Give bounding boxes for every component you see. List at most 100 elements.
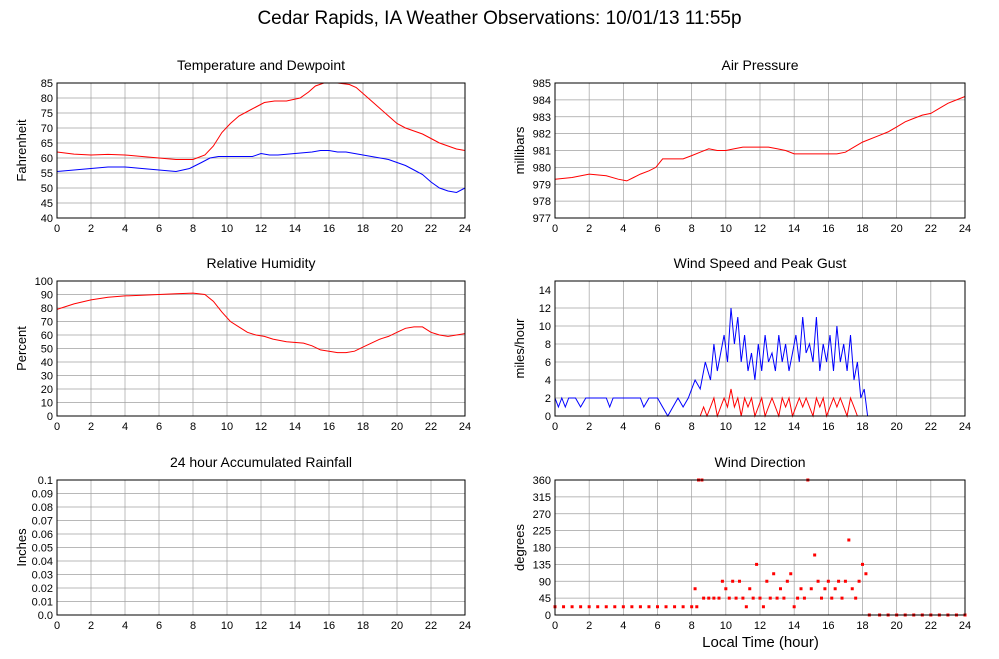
pressure-series-0-line xyxy=(554,96,966,182)
rainfall-xtick-label: 20 xyxy=(391,620,403,632)
pressure-ytick-label: 983 xyxy=(533,112,551,124)
pressure-xtick-label: 8 xyxy=(689,223,695,235)
temperature-xtick-label: 12 xyxy=(255,223,267,235)
humidity-ytick-label: 60 xyxy=(41,330,53,342)
temperature-ytick-label: 70 xyxy=(41,123,53,135)
humidity-xtick-label: 18 xyxy=(357,421,369,433)
direction-point xyxy=(768,596,772,600)
wind-xtick-label: 0 xyxy=(552,421,558,433)
wind-plot-frame xyxy=(554,280,966,417)
direction-point xyxy=(779,587,782,591)
direction-point xyxy=(761,605,765,609)
humidity-xtick-label: 8 xyxy=(190,421,196,433)
rainfall-ytick-label: 0.06 xyxy=(32,529,53,541)
pressure-ylabel: millibars xyxy=(512,126,527,174)
temperature-ytick-label: 85 xyxy=(41,78,53,90)
wind-xtick-label: 22 xyxy=(925,421,937,433)
humidity-xtick-label: 22 xyxy=(425,421,437,433)
rainfall-ytick-label: 0.05 xyxy=(32,543,53,555)
wind-ytick-label: 8 xyxy=(545,339,551,351)
humidity-xtick-label: 4 xyxy=(122,421,128,433)
direction-point xyxy=(823,587,827,591)
direction-point xyxy=(796,596,800,600)
direction-point xyxy=(630,605,634,609)
direction-ytick-label: 270 xyxy=(533,509,551,521)
temperature-xtick-label: 6 xyxy=(156,223,162,235)
humidity-xtick-label: 24 xyxy=(459,421,471,433)
wind-xtick-label: 12 xyxy=(754,421,766,433)
pressure-ytick-label: 984 xyxy=(533,95,551,107)
humidity-ytick-label: 0 xyxy=(47,411,53,423)
humidity-xtick-label: 2 xyxy=(88,421,94,433)
wind-xtick-label: 20 xyxy=(891,421,903,433)
direction-plot-frame xyxy=(554,479,966,616)
temperature-ytick-label: 65 xyxy=(41,138,53,150)
rainfall-ytick-label: 0.01 xyxy=(32,597,53,609)
temperature-ytick-label: 80 xyxy=(41,93,53,105)
direction-point xyxy=(775,596,779,600)
direction-point xyxy=(772,572,776,576)
direction-point xyxy=(712,596,716,600)
direction-ytick-label: 0 xyxy=(545,610,551,622)
direction-point xyxy=(751,596,755,600)
direction-point xyxy=(587,605,591,609)
direction-point xyxy=(809,587,813,591)
rainfall-xtick-label: 12 xyxy=(255,620,267,632)
direction-point xyxy=(693,587,697,591)
direction-point xyxy=(765,579,769,583)
pressure-ytick-label: 977 xyxy=(533,213,551,225)
direction-xtick-label: 24 xyxy=(959,620,971,632)
humidity-ytick-label: 10 xyxy=(41,398,53,410)
wind-ytick-label: 0 xyxy=(545,411,551,423)
temperature-ytick-label: 45 xyxy=(41,198,53,210)
wind-ytick-label: 4 xyxy=(545,375,551,387)
pressure-xtick-label: 10 xyxy=(720,223,732,235)
temperature-xtick-label: 10 xyxy=(221,223,233,235)
rainfall-xtick-label: 10 xyxy=(221,620,233,632)
humidity-xtick-label: 10 xyxy=(221,421,233,433)
humidity-ytick-label: 40 xyxy=(41,357,53,369)
wind-ytick-label: 12 xyxy=(539,303,551,315)
direction-point xyxy=(673,605,677,609)
direction-xtick-label: 12 xyxy=(754,620,766,632)
direction-point xyxy=(802,596,806,600)
direction-xtick-label: 6 xyxy=(654,620,660,632)
pressure-xtick-label: 0 xyxy=(552,223,558,235)
humidity-plot-frame xyxy=(56,280,466,417)
rainfall-ytick-label: 0.04 xyxy=(32,556,53,568)
pressure-xtick-label: 18 xyxy=(856,223,868,235)
pressure-xtick-label: 22 xyxy=(925,223,937,235)
wind-xtick-label: 16 xyxy=(822,421,834,433)
direction-point xyxy=(717,596,721,600)
humidity-ylabel: Percent xyxy=(14,326,29,371)
pressure-xtick-label: 2 xyxy=(586,223,592,235)
rainfall-ytick-label: 0.1 xyxy=(38,475,53,487)
wind-xtick-label: 10 xyxy=(720,421,732,433)
humidity-ytick-label: 20 xyxy=(41,384,53,396)
humidity-xtick-label: 16 xyxy=(323,421,335,433)
temperature-xtick-label: 24 xyxy=(459,223,471,235)
direction-ytick-label: 225 xyxy=(533,526,551,538)
direction-point xyxy=(816,579,820,583)
direction-xtick-label: 0 xyxy=(552,620,558,632)
rainfall-xtick-label: 14 xyxy=(289,620,301,632)
direction-xtick-label: 2 xyxy=(586,620,592,632)
rainfall-xtick-label: 16 xyxy=(323,620,335,632)
temperature-xtick-label: 14 xyxy=(289,223,301,235)
temperature-xtick-label: 2 xyxy=(88,223,94,235)
wind-xtick-label: 14 xyxy=(788,421,800,433)
direction-point xyxy=(813,553,817,557)
direction-point xyxy=(758,596,762,600)
direction-point xyxy=(738,579,741,583)
rainfall-ylabel: Inches xyxy=(14,528,29,567)
rainfall-xtick-label: 8 xyxy=(190,620,196,632)
direction-point xyxy=(720,579,724,583)
temperature-ytick-label: 75 xyxy=(41,108,53,120)
pressure-ytick-label: 982 xyxy=(533,129,551,141)
direction-point xyxy=(850,587,854,591)
temperature-ytick-label: 60 xyxy=(41,153,53,165)
direction-xtick-label: 8 xyxy=(689,620,695,632)
